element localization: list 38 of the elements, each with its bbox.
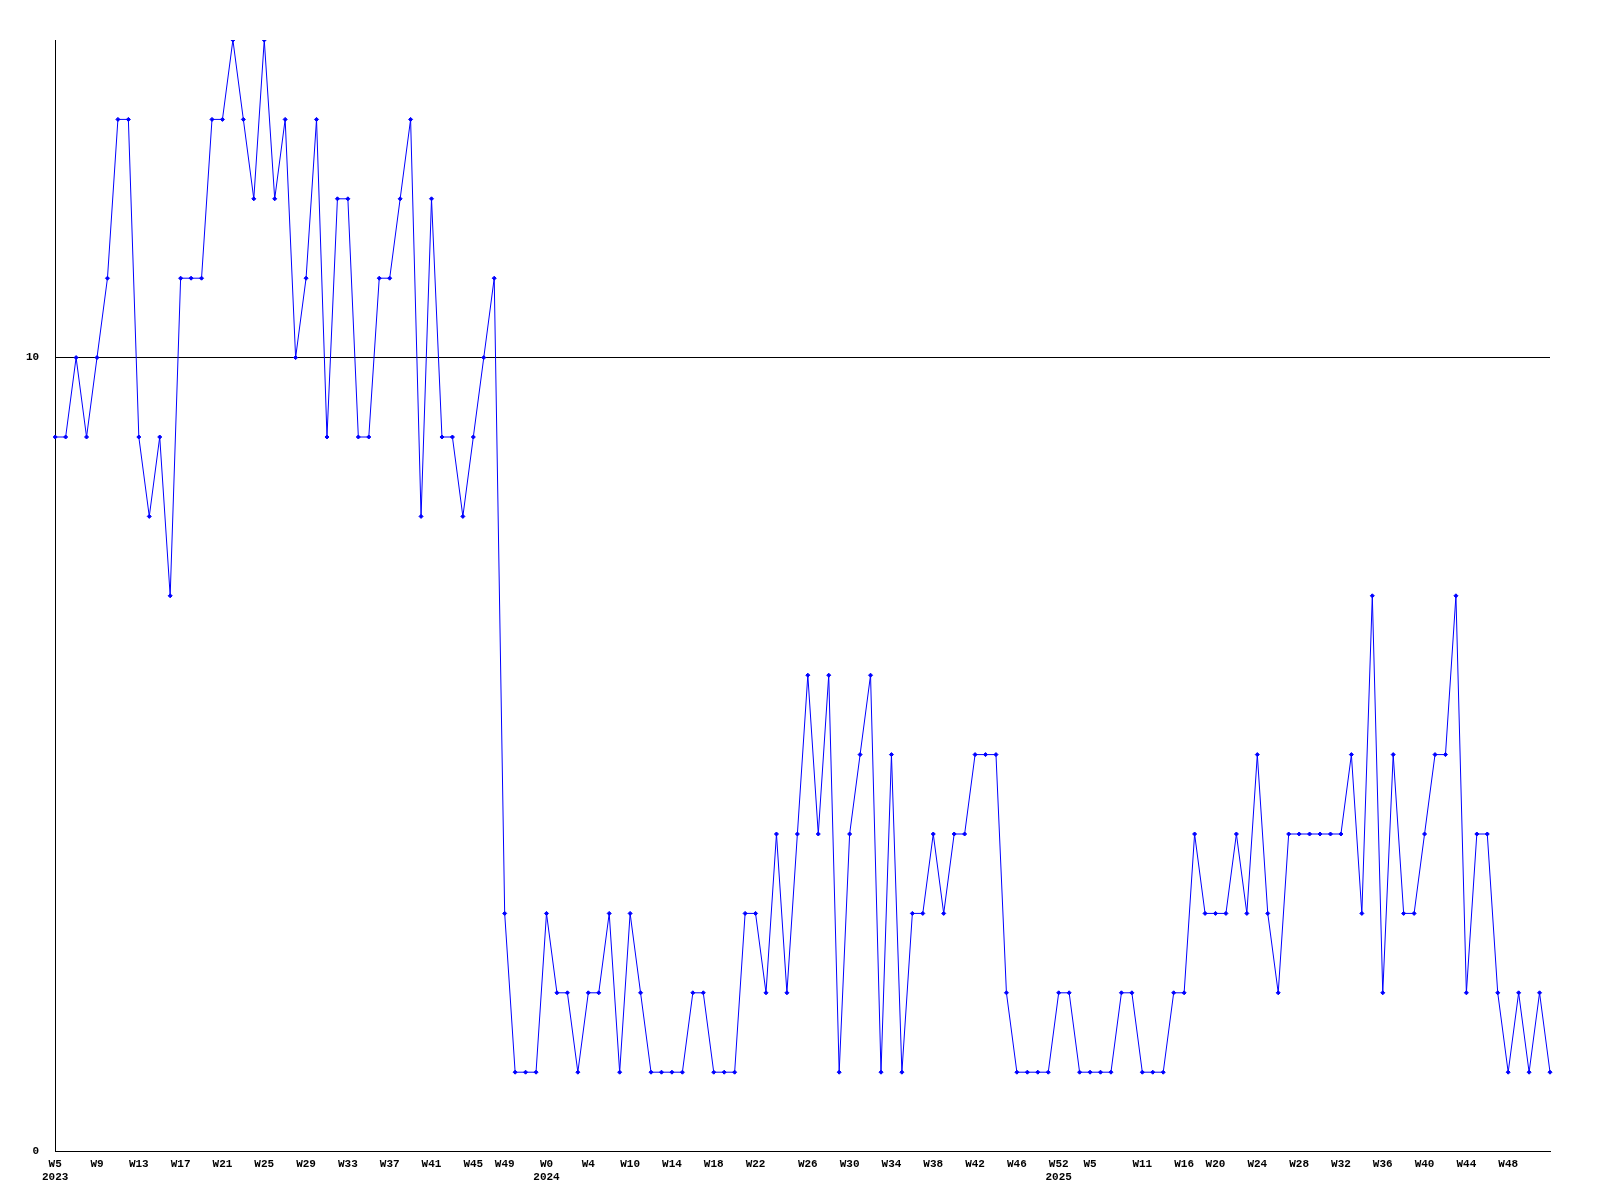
y-tick-label: 0 [32,1145,40,1158]
x-tick-label: W29 [296,1157,316,1170]
x-tick-label: W24 [1247,1157,1268,1170]
x-tick-label: W32 [1331,1157,1351,1170]
x-tick-label: W26 [797,1157,818,1170]
x-tick-label: W48 [1498,1157,1519,1170]
x-tick-label: W5 2023 [42,1157,69,1184]
x-tick-label: W16 [1174,1157,1195,1170]
x-tick-label: W0 2024 [533,1157,561,1184]
x-tick-label: W38 [923,1157,944,1170]
x-tick-label: W52 2025 [1045,1157,1073,1184]
x-tick-label: W30 [839,1157,860,1170]
x-tick-label: W42 [965,1157,985,1170]
x-tick-label: W13 [128,1157,150,1170]
x-tick-label: W33 [337,1157,359,1170]
x-tick-label: W11 [1132,1157,1153,1170]
x-tick-label: W45 [463,1157,484,1170]
x-tick-label: W28 [1289,1157,1310,1170]
x-tick-label: W34 [881,1157,902,1170]
x-tick-label: W20 [1205,1157,1226,1170]
x-tick-label: W4 [581,1157,596,1170]
x-tick-label: W44 [1456,1157,1477,1170]
x-tick-label: W49 [494,1157,515,1170]
x-tick-label: W22 [745,1157,766,1170]
x-tick-label: W25 [254,1157,275,1170]
x-tick-label: W36 [1372,1157,1393,1170]
x-tick-label: W40 [1414,1157,1435,1170]
x-tick-label: W9 [90,1157,104,1170]
x-tick-label: W10 [620,1157,641,1170]
x-tick-label: W18 [703,1157,725,1170]
x-tick-label: W21 [212,1157,233,1170]
x-tick-label: W46 [1006,1157,1027,1170]
x-tick-label: W5 [1083,1157,1098,1170]
x-tick-label: W41 [421,1157,442,1170]
x-tick-label: W37 [379,1157,400,1170]
x-tick-label: W14 [662,1157,683,1170]
y-tick-label: 10 [26,351,40,364]
x-tick-label: W17 [170,1157,191,1170]
